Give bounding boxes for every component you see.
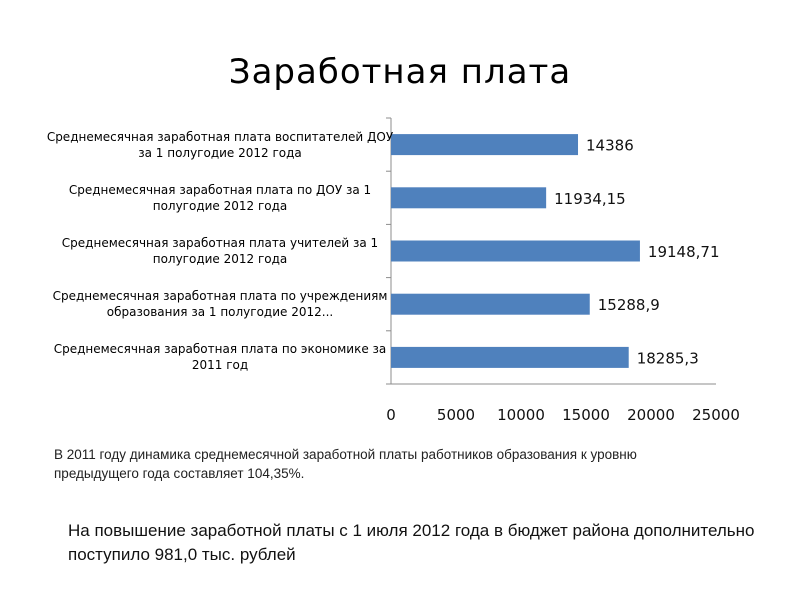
bar-value-label: 15288,9 bbox=[598, 296, 660, 314]
bar bbox=[391, 293, 590, 315]
bar bbox=[391, 187, 547, 209]
bar bbox=[391, 240, 640, 262]
bar-value-label: 11934,15 bbox=[554, 190, 626, 208]
x-tick-label: 5000 bbox=[437, 406, 475, 424]
x-tick-label: 10000 bbox=[497, 406, 545, 424]
category-label: Среднемесячная заработная плата по учреж… bbox=[52, 289, 388, 320]
category-label: Среднемесячная заработная плата воспитат… bbox=[46, 129, 394, 160]
bar-value-label: 18285,3 bbox=[637, 349, 699, 367]
x-tick-label: 15000 bbox=[562, 406, 610, 424]
x-tick-label: 25000 bbox=[692, 406, 740, 424]
bar-value-label: 19148,71 bbox=[648, 243, 720, 261]
category-label: Среднемесячная заработная плата по эконо… bbox=[53, 342, 387, 373]
budget-footer: На повышение заработной платы с 1 июля 2… bbox=[68, 521, 755, 564]
x-tick-label: 0 bbox=[386, 406, 396, 424]
bar bbox=[391, 134, 579, 156]
x-tick-label: 20000 bbox=[627, 406, 675, 424]
category-label: Среднемесячная заработная плата учителей… bbox=[61, 236, 379, 266]
bar bbox=[391, 346, 629, 368]
bar-value-label: 14386 bbox=[586, 137, 634, 155]
slide-title: Заработная плата bbox=[228, 52, 572, 92]
category-label: Среднемесячная заработная плата по ДОУ з… bbox=[68, 182, 372, 213]
dynamics-note: В 2011 году динамика среднемесячной зара… bbox=[54, 447, 637, 481]
